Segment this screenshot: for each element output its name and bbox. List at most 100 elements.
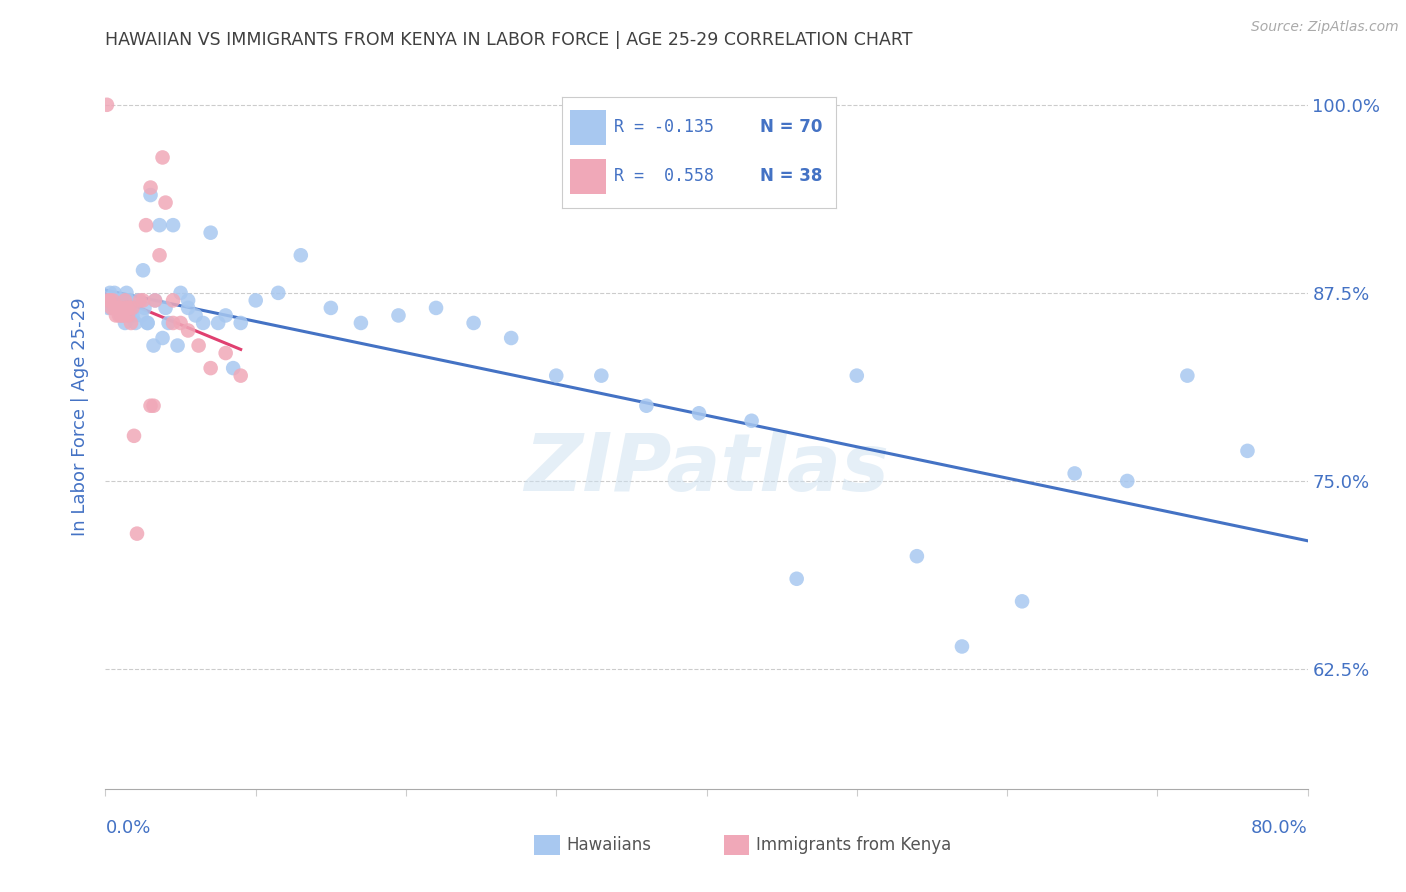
Point (139, 399, 162, 413)
Point (136, 316, 159, 330)
Point (100, 301, 122, 315)
Point (103, 285, 125, 300)
Point (591, 368, 613, 383)
Point (200, 361, 222, 376)
Point (135, 218, 157, 232)
Point (207, 316, 229, 330)
Text: R =  0.558: R = 0.558 (614, 167, 714, 186)
Point (148, 218, 170, 232)
Point (131, 309, 153, 323)
Point (101, 293, 124, 308)
Point (115, 285, 138, 300)
Text: Immigrants from Kenya: Immigrants from Kenya (756, 836, 952, 854)
Point (121, 301, 143, 315)
Point (139, 180, 162, 194)
Point (132, 263, 155, 277)
Point (98, 293, 121, 308)
Point (200, 226, 222, 240)
Point (387, 309, 409, 323)
Point (162, 293, 184, 308)
Point (267, 285, 290, 300)
Point (184, 309, 207, 323)
Point (121, 309, 143, 323)
Point (1063, 467, 1085, 481)
Point (177, 293, 200, 308)
Point (97, 293, 120, 308)
Point (1175, 368, 1198, 383)
Point (143, 293, 166, 308)
Point (169, 316, 191, 330)
Point (114, 293, 136, 308)
Point (214, 346, 236, 360)
FancyBboxPatch shape (571, 160, 606, 194)
Point (786, 572, 808, 586)
Point (741, 414, 763, 428)
Point (107, 293, 129, 308)
Point (245, 293, 267, 308)
Point (129, 293, 152, 308)
Point (110, 301, 132, 315)
Point (118, 301, 141, 315)
Point (104, 309, 127, 323)
Point (229, 368, 252, 383)
Text: Source: ZipAtlas.com: Source: ZipAtlas.com (1251, 20, 1399, 34)
Text: HAWAIIAN VS IMMIGRANTS FROM KENYA IN LABOR FORCE | AGE 25-29 CORRELATION CHART: HAWAIIAN VS IMMIGRANTS FROM KENYA IN LAB… (105, 31, 912, 49)
Text: R = -0.135: R = -0.135 (614, 118, 714, 136)
Point (97, 301, 120, 315)
Point (143, 293, 166, 308)
Point (111, 293, 134, 308)
Point (122, 429, 145, 443)
Point (98, 285, 121, 300)
Point (191, 316, 214, 330)
Point (124, 316, 146, 330)
Text: 0.0%: 0.0% (105, 819, 150, 837)
Point (905, 549, 928, 564)
Point (118, 309, 141, 323)
Point (229, 316, 252, 330)
Text: N = 70: N = 70 (759, 118, 823, 136)
Text: Hawaiians: Hawaiians (567, 836, 651, 854)
Point (111, 309, 134, 323)
Point (1236, 443, 1258, 458)
Point (177, 301, 200, 315)
Point (96, 97, 118, 112)
Point (117, 293, 139, 308)
Point (319, 301, 342, 315)
Point (108, 309, 131, 323)
Point (1116, 474, 1139, 488)
Point (845, 368, 868, 383)
Point (100, 301, 122, 315)
Point (136, 316, 159, 330)
Point (128, 293, 150, 308)
Point (1011, 594, 1033, 608)
Point (214, 309, 236, 323)
Point (110, 309, 132, 323)
Point (152, 331, 174, 345)
Point (169, 285, 191, 300)
Point (501, 331, 523, 345)
Text: N = 38: N = 38 (759, 167, 823, 186)
Y-axis label: In Labor Force | Age 25-29: In Labor Force | Age 25-29 (72, 298, 90, 536)
Point (115, 301, 138, 315)
Point (142, 338, 165, 352)
Point (187, 338, 209, 352)
Point (290, 248, 312, 262)
Point (104, 301, 127, 315)
Point (155, 301, 177, 315)
Point (112, 301, 135, 315)
Point (125, 526, 148, 541)
Point (112, 309, 135, 323)
Point (162, 218, 184, 232)
Text: ZIPatlas: ZIPatlas (524, 430, 889, 508)
Point (166, 338, 188, 352)
Point (155, 195, 177, 210)
Point (142, 399, 165, 413)
Point (114, 316, 136, 330)
Point (101, 293, 124, 308)
Point (546, 368, 568, 383)
Point (177, 324, 200, 338)
Point (425, 301, 447, 315)
Point (117, 309, 139, 323)
Point (103, 301, 125, 315)
Point (120, 316, 142, 330)
